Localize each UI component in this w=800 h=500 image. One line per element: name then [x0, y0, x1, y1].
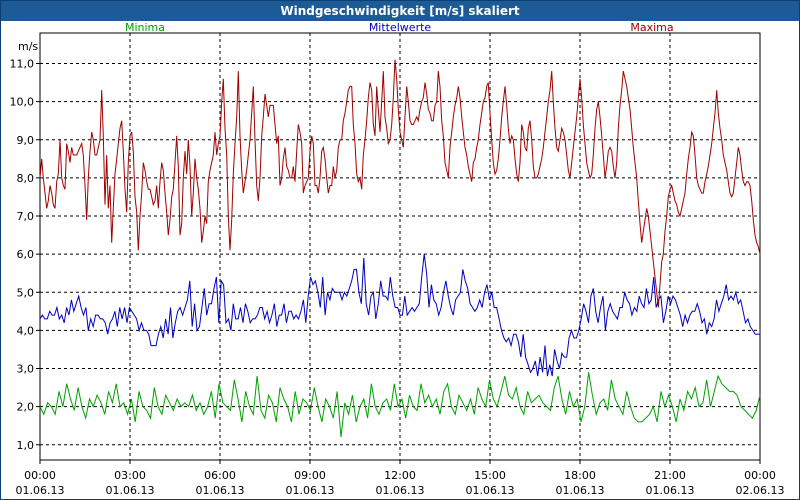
y-tick-label: 9,0	[17, 134, 35, 147]
series-line-minima	[39, 372, 761, 438]
x-tick-time: 18:00	[564, 469, 596, 482]
y-tick-label: 11,0	[10, 58, 35, 71]
y-tick-label: 5,0	[17, 286, 35, 299]
legend-minima: Minima	[125, 21, 165, 34]
x-tick-date: 02.06.13	[736, 484, 785, 497]
y-tick-label: 2,0	[17, 401, 35, 414]
y-tick-label: 8,0	[17, 172, 35, 185]
y-axis: 1,0 2,0 3,0 4,0 5,0 6,0 7,0 8,0 9,0 10,0 11,0	[10, 58, 40, 452]
x-tick-time: 15:00	[474, 469, 506, 482]
series-line-maxima	[39, 59, 761, 308]
x-tick-time: 06:00	[204, 469, 236, 482]
grid-lines	[40, 33, 760, 460]
y-tick-label: 4,0	[17, 324, 35, 337]
x-tick-time: 09:00	[294, 469, 326, 482]
x-tick-date: 01.06.13	[376, 484, 425, 497]
x-tick-date: 01.06.13	[466, 484, 515, 497]
y-tick-label: 1,0	[17, 439, 35, 452]
x-tick-time: 00:00	[744, 469, 776, 482]
y-tick-label: 10,0	[10, 96, 35, 109]
x-tick-date: 01.06.13	[16, 484, 65, 497]
series-lines	[39, 59, 761, 438]
x-tick-time: 21:00	[654, 469, 686, 482]
x-tick-time: 03:00	[114, 469, 146, 482]
y-tick-label: 7,0	[17, 210, 35, 223]
x-axis: 00:00 01.06.13 03:00 01.06.13 06:00 01.06.13 0…	[16, 460, 785, 497]
legend-maxima: Maxima	[630, 21, 673, 34]
x-tick-date: 01.06.13	[106, 484, 155, 497]
x-tick-time: 12:00	[384, 469, 416, 482]
x-tick-date: 01.06.13	[196, 484, 245, 497]
x-tick-time: 00:00	[24, 469, 56, 482]
y-axis-label: m/s	[18, 40, 38, 53]
legend: Minima Mittelwerte Maxima	[125, 21, 674, 34]
x-tick-date: 01.06.13	[646, 484, 695, 497]
series-line-mittelwerte	[39, 254, 760, 377]
x-tick-date: 01.06.13	[286, 484, 335, 497]
y-tick-label: 3,0	[17, 363, 35, 376]
legend-mittelwerte: Mittelwerte	[369, 21, 432, 34]
y-tick-label: 6,0	[17, 248, 35, 261]
chart-title: Windgeschwindigkeit [m/s] skaliert	[1, 1, 799, 21]
x-tick-date: 01.06.13	[556, 484, 605, 497]
